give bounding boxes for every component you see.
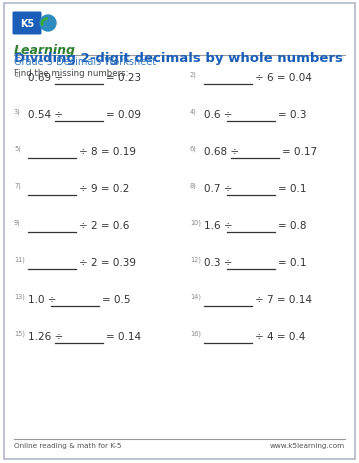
- Text: 0.3 ÷: 0.3 ÷: [204, 257, 233, 268]
- Text: 12): 12): [190, 256, 201, 263]
- Text: ÷ 2 = 0.6: ÷ 2 = 0.6: [79, 220, 129, 231]
- Text: 14): 14): [190, 293, 201, 300]
- Text: 15): 15): [14, 330, 25, 336]
- Text: ÷ 8 = 0.19: ÷ 8 = 0.19: [79, 147, 136, 156]
- Text: 7): 7): [14, 182, 21, 188]
- Text: Find the missing numbers:: Find the missing numbers:: [14, 69, 129, 78]
- Text: ÷ 7 = 0.14: ÷ 7 = 0.14: [255, 294, 312, 304]
- Text: ÷ 9 = 0.2: ÷ 9 = 0.2: [79, 184, 129, 194]
- Text: 8): 8): [190, 182, 197, 188]
- Circle shape: [40, 16, 56, 32]
- Text: = 0.1: = 0.1: [278, 257, 306, 268]
- Text: 0.54 ÷: 0.54 ÷: [28, 110, 63, 120]
- Text: 9): 9): [14, 219, 21, 225]
- Text: = 0.09: = 0.09: [106, 110, 141, 120]
- Text: Learning: Learning: [14, 44, 76, 57]
- Text: = 0.17: = 0.17: [282, 147, 317, 156]
- Text: 1.6 ÷: 1.6 ÷: [204, 220, 233, 231]
- Text: 5): 5): [14, 145, 21, 152]
- Text: = 0.3: = 0.3: [278, 110, 306, 120]
- Text: Grade 5 Decimals Worksheet: Grade 5 Decimals Worksheet: [14, 57, 156, 67]
- Text: 1.26 ÷: 1.26 ÷: [28, 332, 63, 341]
- Text: = 0.5: = 0.5: [102, 294, 130, 304]
- Text: 0.69 ÷: 0.69 ÷: [28, 73, 63, 83]
- Text: 1.0 ÷: 1.0 ÷: [28, 294, 56, 304]
- Text: ÷ 6 = 0.04: ÷ 6 = 0.04: [255, 73, 312, 83]
- Text: = 0.14: = 0.14: [106, 332, 141, 341]
- Text: 4): 4): [190, 108, 197, 115]
- Text: 13): 13): [14, 293, 25, 300]
- Text: K5: K5: [20, 19, 34, 29]
- Text: 0.68 ÷: 0.68 ÷: [204, 147, 239, 156]
- Text: 0.6 ÷: 0.6 ÷: [204, 110, 233, 120]
- Text: ÷ 4 = 0.4: ÷ 4 = 0.4: [255, 332, 306, 341]
- Text: = 0.8: = 0.8: [278, 220, 306, 231]
- Text: ÷ 2 = 0.39: ÷ 2 = 0.39: [79, 257, 136, 268]
- Text: Online reading & math for K-5: Online reading & math for K-5: [14, 442, 121, 448]
- Text: 10): 10): [190, 219, 201, 225]
- Text: 6): 6): [190, 145, 197, 152]
- Text: 3): 3): [14, 108, 21, 115]
- Text: 1): 1): [14, 71, 21, 78]
- Text: = 0.23: = 0.23: [106, 73, 141, 83]
- Text: Dividing 2-digit decimals by whole numbers: Dividing 2-digit decimals by whole numbe…: [14, 52, 343, 65]
- Text: 11): 11): [14, 256, 25, 263]
- Text: 16): 16): [190, 330, 201, 336]
- Text: = 0.1: = 0.1: [278, 184, 306, 194]
- FancyBboxPatch shape: [13, 13, 42, 36]
- Text: www.k5learning.com: www.k5learning.com: [270, 442, 345, 448]
- Text: 2): 2): [190, 71, 197, 78]
- Text: 0.7 ÷: 0.7 ÷: [204, 184, 233, 194]
